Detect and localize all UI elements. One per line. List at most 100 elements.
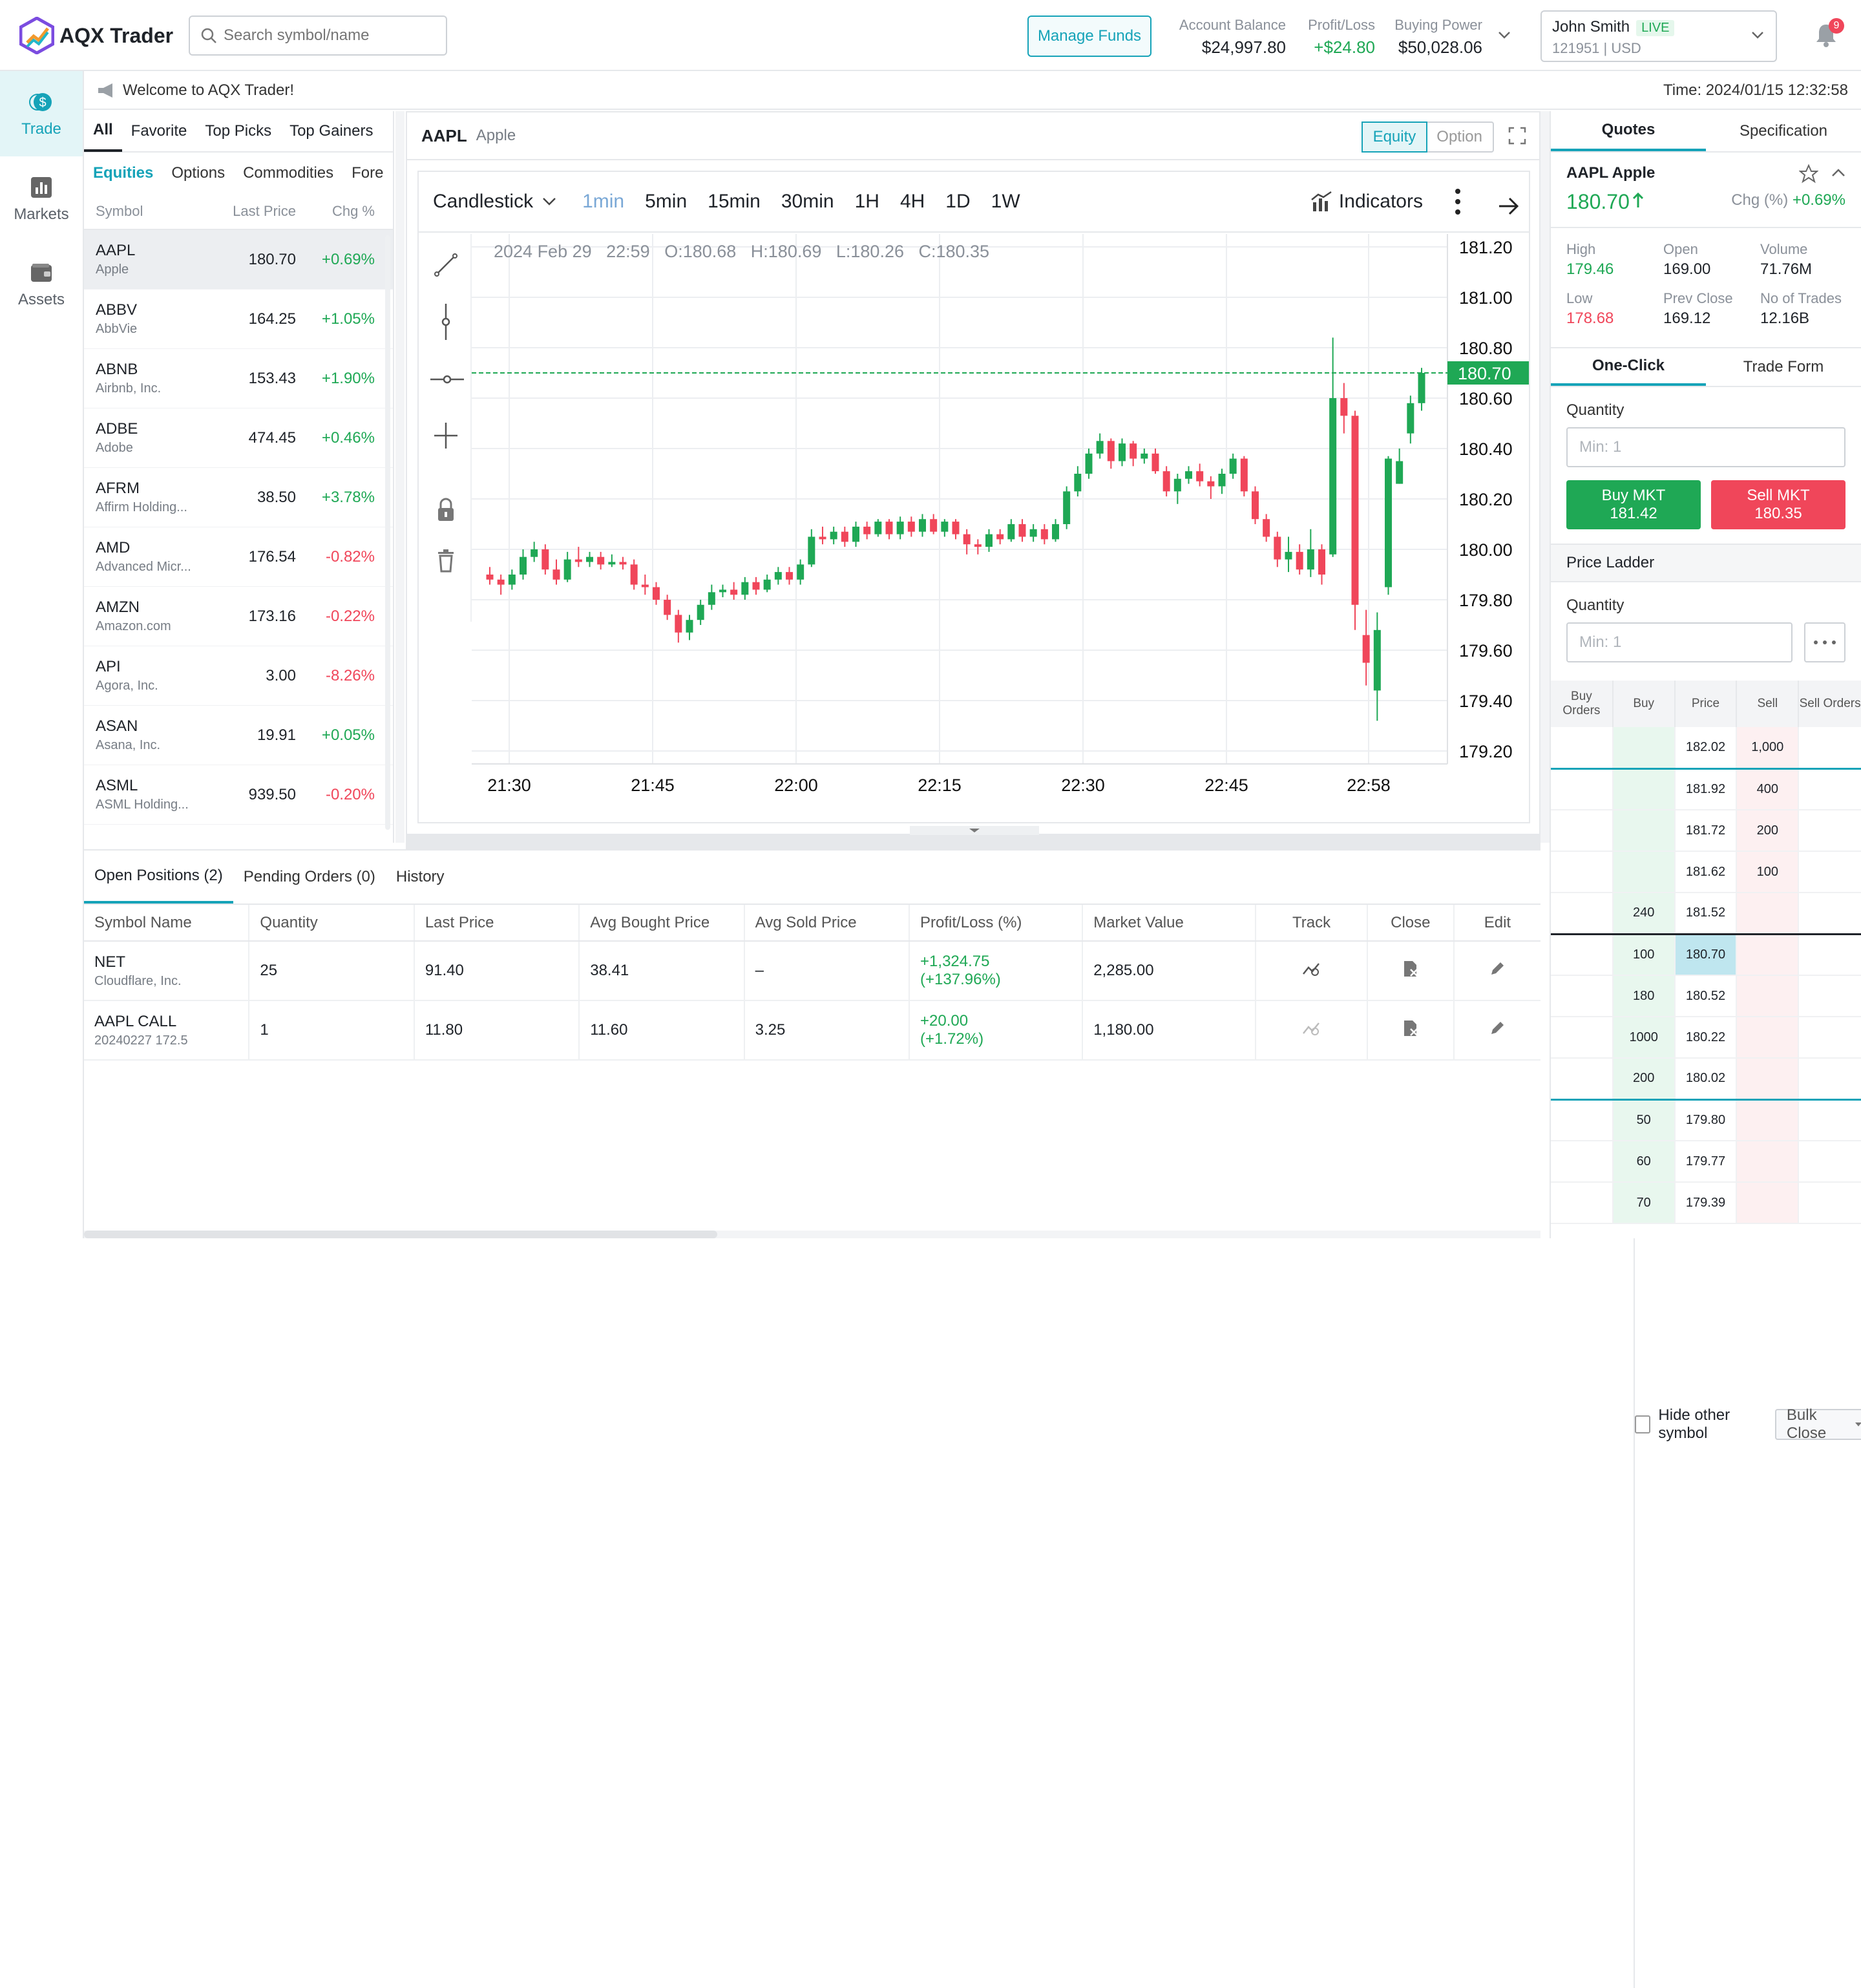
edit-cell[interactable] [1453,941,1540,1001]
ladder-sell[interactable] [1736,1182,1800,1224]
tab-history[interactable]: History [395,868,445,885]
tab-options[interactable]: Options [171,164,226,182]
ladder-row[interactable]: 180 180.52 [1551,975,1861,1017]
ladder-sell-orders[interactable] [1798,1058,1861,1100]
close-position-icon[interactable] [1402,960,1419,982]
ladder-sell[interactable]: 1,000 [1736,727,1800,769]
timeframe-1min[interactable]: 1min [582,191,625,212]
option-toggle[interactable]: Option [1436,128,1482,145]
star-icon[interactable] [1799,164,1818,184]
ladder-sell[interactable] [1736,1099,1800,1141]
track-cell[interactable] [1256,941,1368,1001]
tab-trade-form[interactable]: Trade Form [1743,358,1824,375]
positions-col-close[interactable]: Close [1367,905,1455,942]
watchlist-row[interactable]: AFRM Affirm Holding... 38.50 +3.78% [84,468,393,527]
tab-open-positions[interactable]: Open Positions (2) [84,851,233,904]
watchlist-row[interactable]: AAPL Apple 180.70 +0.69% [84,230,393,290]
ladder-row[interactable]: 181.72 200 [1551,810,1861,852]
ladder-sell[interactable] [1736,893,1800,935]
timeframe-30min[interactable]: 30min [781,191,834,212]
positions-col-market-value[interactable]: Market Value [1082,905,1257,942]
watchlist-row[interactable]: ABBV AbbVie 164.25 +1.05% [84,290,393,349]
search-input[interactable] [224,26,430,45]
ladder-sell-orders[interactable] [1798,893,1861,935]
positions-col-track[interactable]: Track [1256,905,1368,942]
chevron-down-icon[interactable] [1498,31,1511,40]
ladder-buy-orders[interactable] [1551,727,1614,769]
ladder-sell[interactable] [1736,1058,1800,1100]
ladder-buy-orders[interactable] [1551,1058,1614,1100]
tab-specification[interactable]: Specification [1739,122,1828,140]
timeframe-1w[interactable]: 1W [991,191,1020,212]
timeframe-15min[interactable]: 15min [708,191,761,212]
ladder-row[interactable]: 240 181.52 [1551,893,1861,935]
tab-commodities[interactable]: Commodities [243,164,334,182]
lock-icon[interactable] [436,498,456,523]
ladder-buy[interactable]: 60 [1612,1141,1676,1183]
ladder-buy[interactable] [1612,810,1676,852]
tab-top-picks[interactable]: Top Picks [205,122,272,140]
timeframe-4h[interactable]: 4H [899,191,925,212]
ladder-buy[interactable]: 1000 [1612,1017,1676,1059]
ladder-sell-orders[interactable] [1798,1182,1861,1224]
watchlist-row[interactable]: ASML ASML Holding... 939.50 -0.20% [84,765,393,825]
ladder-sell-orders[interactable] [1798,1099,1861,1141]
ladder-buy[interactable]: 50 [1612,1099,1676,1141]
splitter-bottom[interactable] [406,835,1540,849]
buy-mkt-button[interactable]: Buy MKT 181.42 [1566,480,1701,529]
positions-col-edit[interactable]: Edit [1453,905,1540,942]
track-icon[interactable] [1302,1022,1321,1040]
ladder-sell-orders[interactable] [1798,934,1861,976]
ladder-buy[interactable]: 200 [1612,1058,1676,1100]
hide-other-checkbox[interactable] [1635,1415,1651,1433]
splitter-right[interactable] [1540,111,1550,843]
ladder-row[interactable]: 50 179.80 [1551,1099,1861,1141]
watchlist-scrollbar[interactable] [385,235,390,830]
positions-scrollbar[interactable] [84,1231,1540,1238]
close-position-cell[interactable] [1367,941,1455,1001]
symbol-search[interactable] [189,16,447,56]
ladder-sell-orders[interactable] [1798,1141,1861,1183]
watchlist-row[interactable]: ADBE Adobe 474.45 +0.46% [84,408,393,468]
col-last-price[interactable]: Last Price [233,203,296,219]
collapse-handle[interactable] [910,826,1039,835]
position-row[interactable]: AAPL CALL 20240227 172.5 1 11.80 11.60 3.25 +2… [84,1000,1540,1061]
ladder-sell-orders[interactable] [1798,768,1861,810]
nav-trade[interactable]: $ Trade [0,71,83,156]
manage-funds-button[interactable]: Manage Funds [1027,16,1151,57]
ladder-buy[interactable]: 70 [1612,1182,1676,1224]
ladder-row[interactable]: 200 180.02 [1551,1058,1861,1100]
timeframe-1d[interactable]: 1D [945,191,971,212]
ladder-buy[interactable] [1612,727,1676,769]
ladder-row[interactable]: 100 180.70 [1551,934,1861,976]
ladder-buy[interactable]: 240 [1612,893,1676,935]
edit-icon[interactable] [1489,1021,1506,1041]
trendline-tool-icon[interactable] [433,252,459,278]
crosshair-tool-icon[interactable] [433,421,459,450]
ladder-sell-orders[interactable] [1798,851,1861,893]
watchlist-row[interactable]: ABNB Airbnb, Inc. 153.43 +1.90% [84,349,393,408]
ladder-buy[interactable]: 180 [1612,975,1676,1017]
col-symbol[interactable]: Symbol [96,203,143,219]
positions-col-last-price[interactable]: Last Price [414,905,580,942]
ladder-buy-orders[interactable] [1551,893,1614,935]
indicators-button[interactable]: Indicators [1338,191,1423,212]
close-position-cell[interactable] [1367,1000,1455,1061]
account-selector[interactable]: John Smith LIVE 121951 | USD [1540,10,1777,62]
edit-cell[interactable] [1453,1000,1540,1061]
ladder-buy[interactable] [1612,851,1676,893]
tab-favorite[interactable]: Favorite [131,122,187,140]
positions-col-quantity[interactable]: Quantity [249,905,415,942]
ladder-sell-orders[interactable] [1798,1017,1861,1059]
close-position-icon[interactable] [1402,1020,1419,1041]
app-logo[interactable]: AQX Trader [19,17,173,54]
ladder-buy-orders[interactable] [1551,1141,1614,1183]
chevron-up-icon[interactable] [1831,168,1845,177]
sell-mkt-button[interactable]: Sell MKT 180.35 [1711,480,1845,529]
candlestick-chart[interactable]: 180.70 181.20 181.00 180.80 180.60 180.40 180.… [472,234,1529,822]
trash-icon[interactable] [436,548,456,574]
chevron-down-icon[interactable] [542,197,556,206]
watchlist-row[interactable]: API Agora, Inc. 3.00 -8.26% [84,646,393,706]
ladder-sell[interactable] [1736,1017,1800,1059]
ladder-row[interactable]: 181.92 400 [1551,768,1861,810]
